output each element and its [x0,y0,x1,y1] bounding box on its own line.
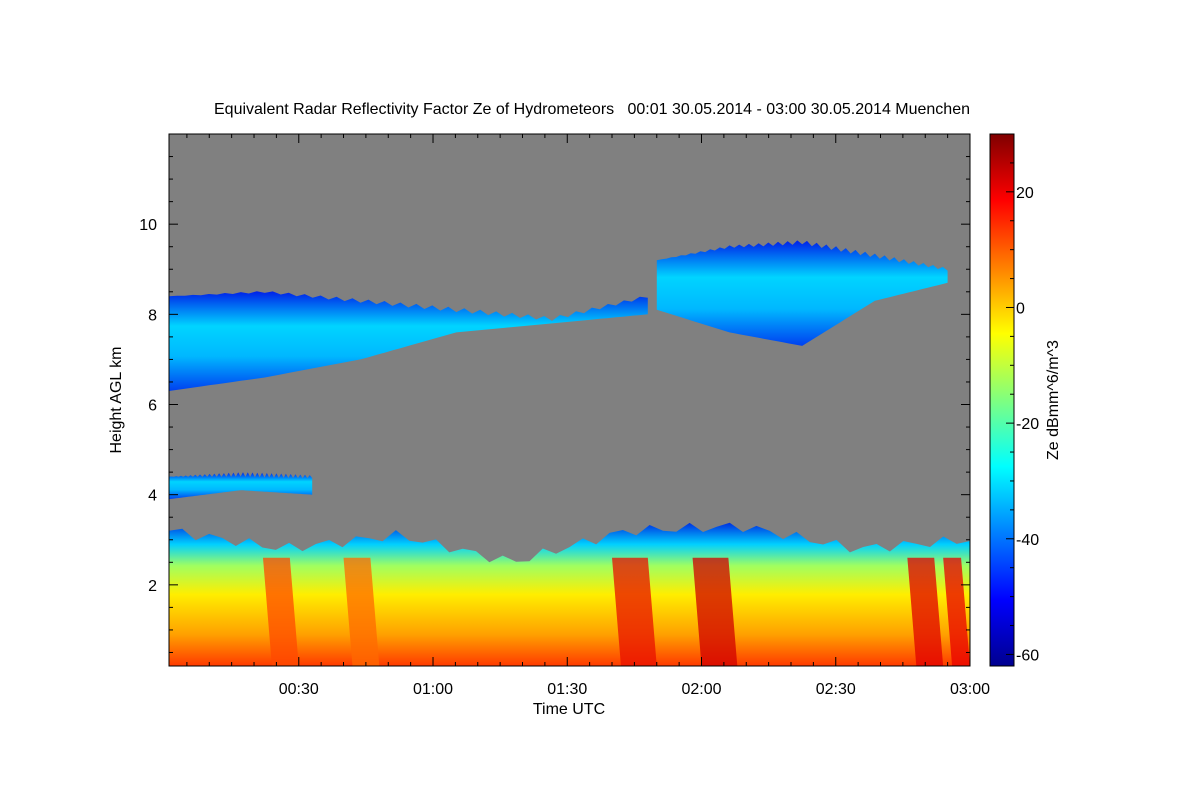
x-tick-label: 03:00 [950,681,990,698]
y-axis-label: Height AGL km [108,346,125,453]
layer-1 [656,240,948,346]
colorbar [989,133,1015,667]
rain-streak-3 [692,557,738,666]
layer-2 [169,472,313,500]
colorbar-tick-label: -60 [1016,647,1039,664]
y-tick-label: 8 [148,307,157,324]
chart-title: Equivalent Radar Reflectivity Factor Ze … [214,101,970,118]
y-tick-label: 2 [148,578,157,595]
rain-streak-0 [262,557,299,666]
x-axis: 00:30 01:00 01:30 02:00 02:30 03:00 [186,134,990,698]
layer-0 [169,291,648,391]
x-axis-label: Time UTC [533,701,605,718]
colorbar-label: Ze dBmm^6/m^3 [1045,340,1062,460]
rain-streak-2 [612,557,657,666]
colorbar-tick-label: 0 [1016,300,1025,317]
x-tick-label: 02:30 [816,681,856,698]
colorbar-axis: 20 0 -20 -40 -60 [1006,133,1039,664]
x-tick-label: 01:30 [547,681,587,698]
x-tick-label: 00:30 [279,681,319,698]
plot-frame [168,133,971,667]
reflectivity-layers [169,240,970,666]
colorbar-tick-label: -40 [1016,532,1039,549]
rain-streak-1 [343,557,380,666]
y-tick-label: 10 [139,217,157,234]
y-tick-label: 6 [148,398,157,415]
x-tick-label: 02:00 [681,681,721,698]
y-axis: 2 4 6 8 10 [139,156,970,653]
colorbar-tick-label: 20 [1016,185,1034,202]
x-tick-label: 01:00 [413,681,453,698]
rain-streak-4 [907,557,944,666]
colorbar-tick-label: -20 [1016,416,1039,433]
y-tick-label: 4 [148,488,157,505]
